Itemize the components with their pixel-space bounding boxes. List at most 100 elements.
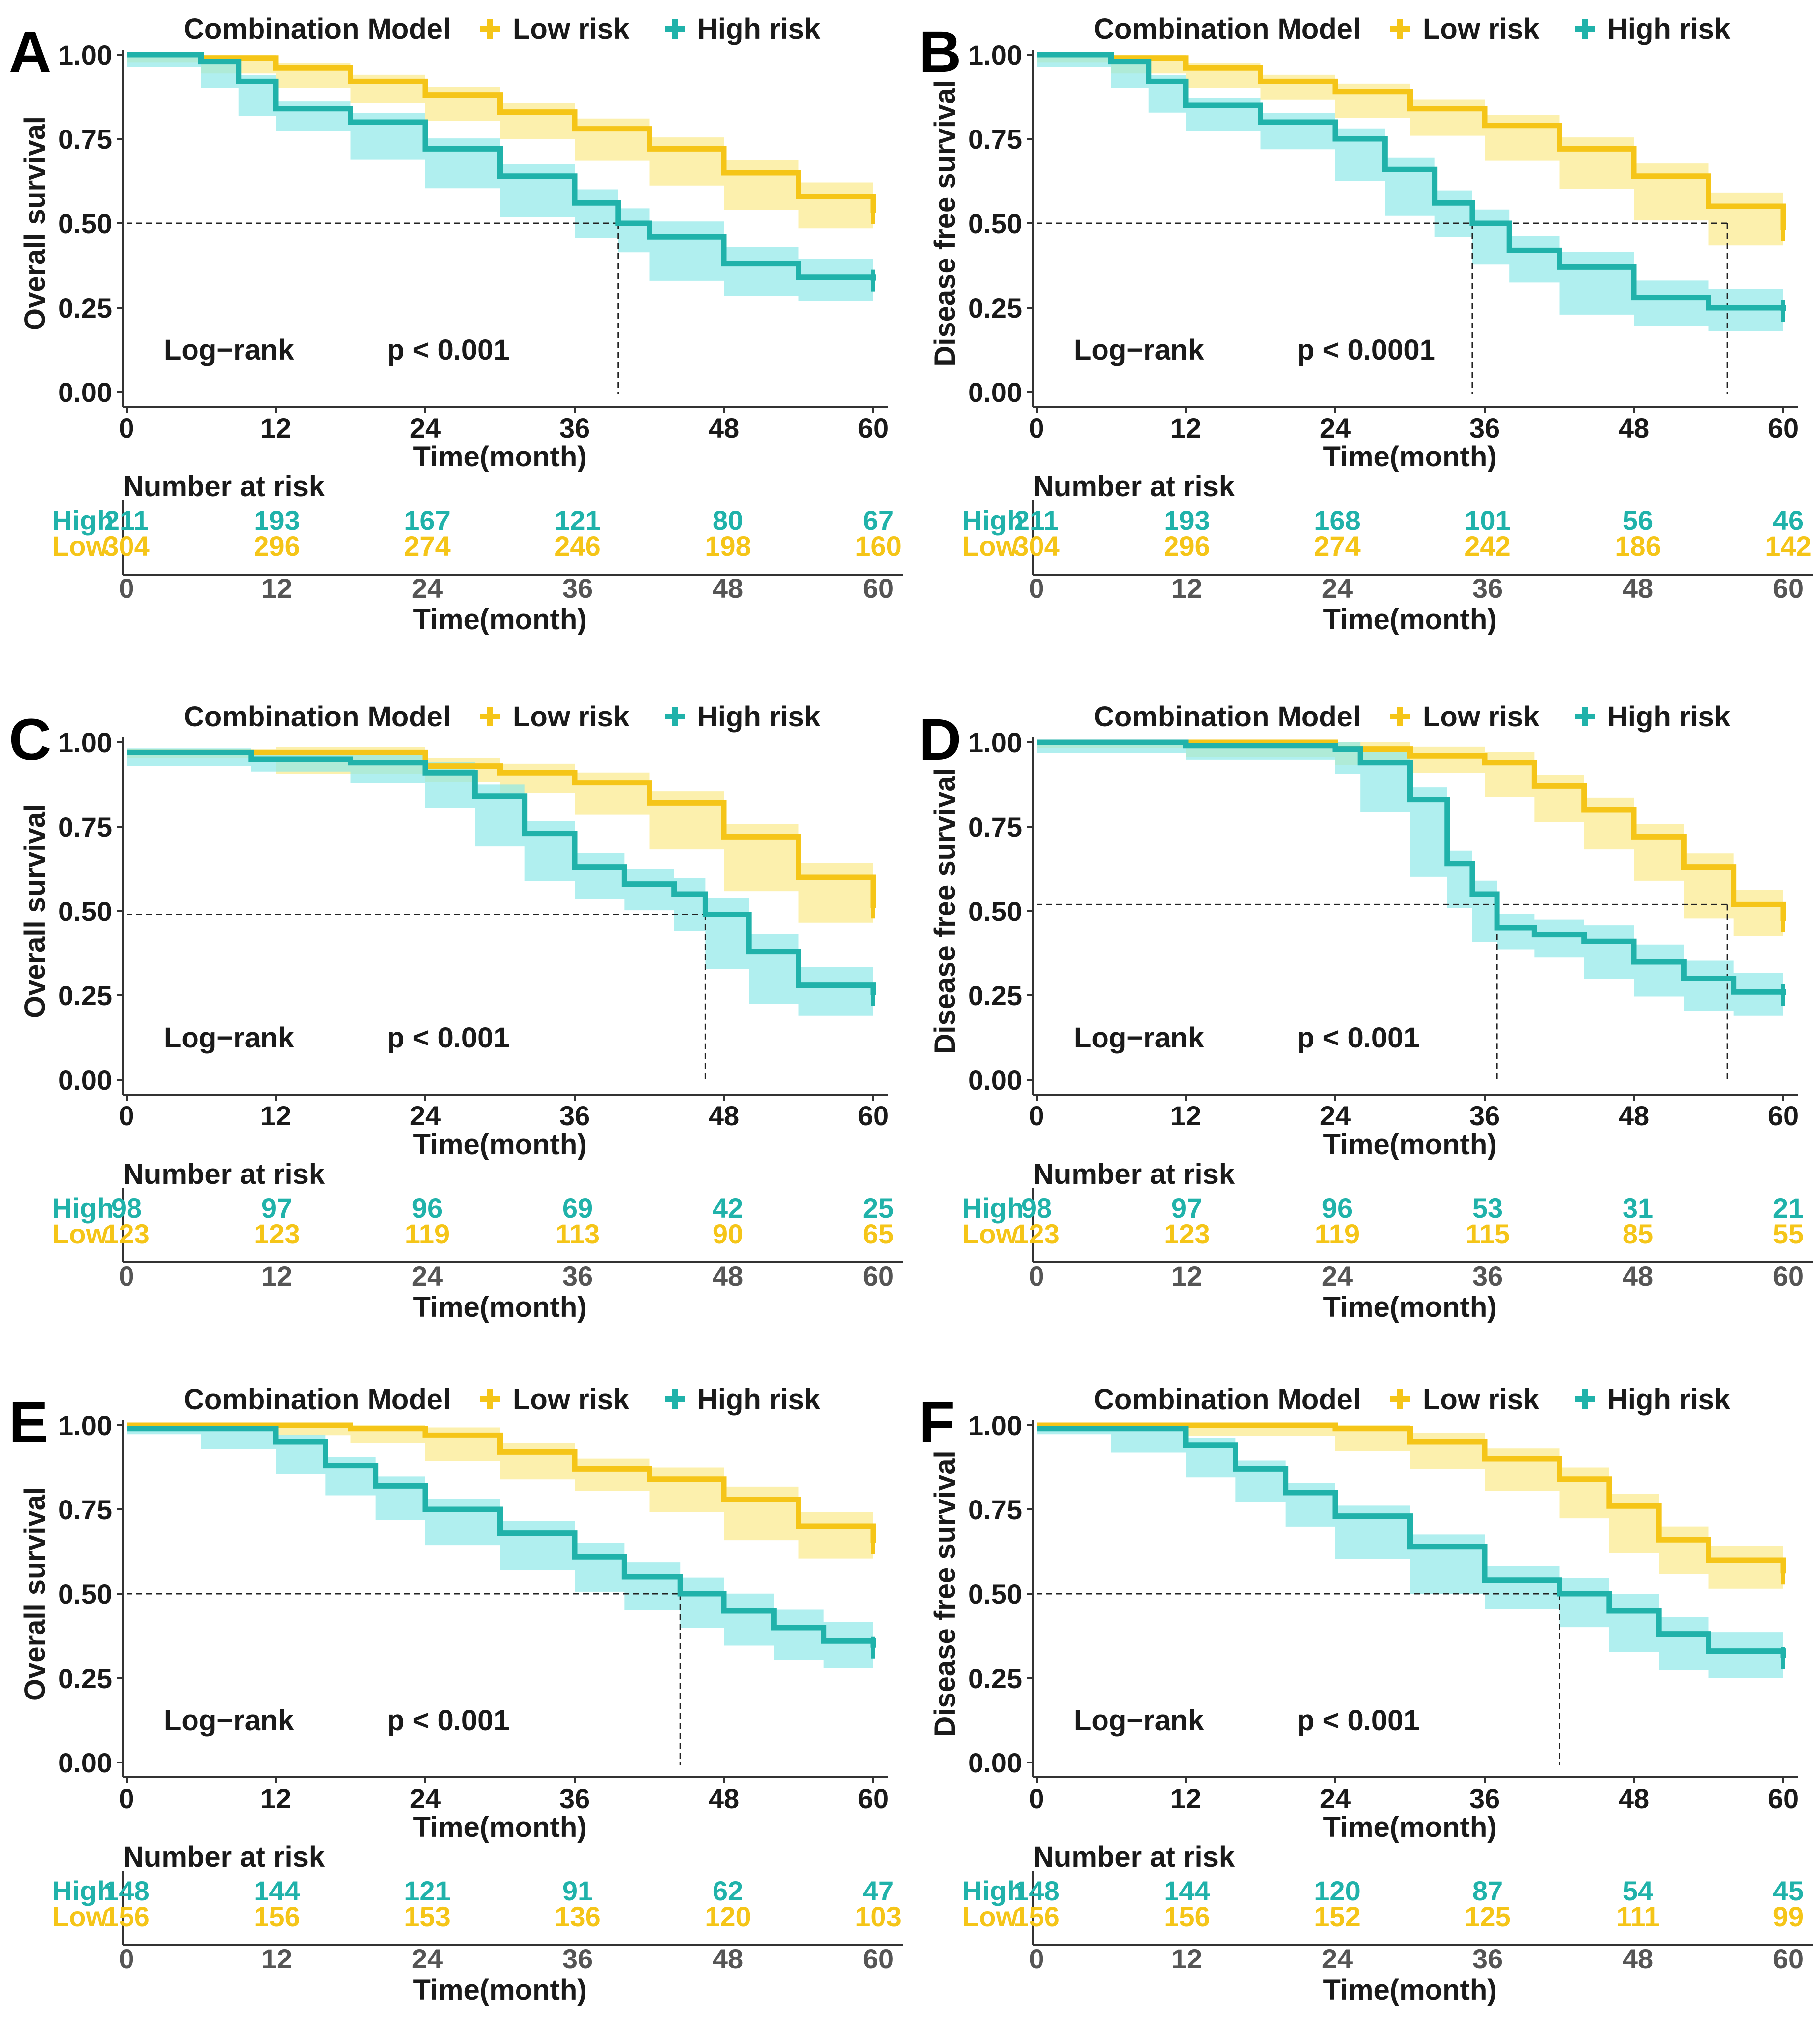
x-tick-label: 24 [1320,412,1351,444]
risk-count-low: 242 [1464,530,1510,562]
risk-count-low: 296 [254,530,300,562]
risk-x-axis-title: Time(month) [1323,1291,1496,1323]
y-tick-label: 0.50 [58,896,112,927]
risk-count-low: 119 [405,1218,450,1249]
risk-table-title: Number at risk [1033,470,1235,503]
x-tick-label: 12 [260,412,291,444]
legend-title: Combination Model [1094,701,1361,733]
risk-count-low: 274 [1314,530,1360,562]
risk-x-tick-label: 0 [1029,1943,1044,1974]
p-value: p < 0.001 [387,1022,510,1054]
risk-x-tick-label: 24 [1322,573,1353,604]
risk-x-tick-label: 12 [261,573,292,604]
risk-count-high: 54 [1623,1875,1653,1906]
y-tick-label: 1.00 [58,1410,112,1441]
low-risk-ci-band [127,55,873,229]
risk-count-high: 144 [1164,1875,1210,1906]
y-tick-label: 1.00 [58,727,112,758]
risk-count-high: 121 [404,1875,450,1906]
x-axis-title: Time(month) [413,441,586,473]
low-risk-curve [127,749,876,908]
y-tick-label: 0.75 [58,811,112,843]
y-axis-title: Disease free survival [929,768,961,1054]
legend-low-marker [1390,707,1410,726]
risk-row-label-high: High [52,1875,114,1906]
risk-count-high: 45 [1773,1875,1804,1906]
risk-count-high: 211 [104,505,149,536]
y-tick-label: 1.00 [968,39,1022,70]
risk-count-low: 296 [1164,530,1210,562]
x-tick-label: 0 [1029,412,1044,444]
risk-x-tick-label: 24 [412,573,443,604]
low-risk-curve [1037,1422,1786,1574]
legend-low-marker [480,19,500,39]
risk-row-label-high: High [962,1875,1024,1906]
risk-count-low: 99 [1773,1901,1804,1932]
risk-x-tick-label: 0 [119,1260,134,1292]
y-axis-title: Disease free survival [929,80,961,366]
legend-high-label: High risk [1607,1383,1731,1416]
risk-count-high: 31 [1623,1192,1653,1224]
x-tick-label: 0 [119,1100,134,1131]
high-risk-curve [1037,1426,1786,1658]
risk-count-low: 90 [713,1218,743,1249]
risk-count-low: 113 [555,1218,600,1249]
high-risk-curve [127,52,876,281]
y-axis-title: Overall survival [19,116,51,330]
risk-count-high: 120 [1314,1875,1360,1906]
risk-row-label-low: Low [52,530,108,562]
logrank-label: Log−rank [1074,1022,1204,1054]
risk-row-label-low: Low [962,530,1018,562]
y-tick-label: 1.00 [58,39,112,70]
y-tick-label: 0.25 [58,980,112,1011]
y-axis-title: Overall survival [19,804,51,1018]
risk-x-tick-label: 60 [863,1260,894,1292]
risk-x-tick-label: 24 [1322,1943,1353,1974]
high-risk-curve [127,1426,876,1648]
risk-count-high: 167 [404,505,450,536]
risk-x-tick-label: 0 [119,573,134,604]
y-tick-label: 0.00 [968,377,1022,408]
risk-x-axis-title: Time(month) [1323,1974,1496,2006]
legend-high-marker [665,19,685,39]
risk-x-tick-label: 36 [562,573,593,604]
y-tick-label: 0.00 [58,1064,112,1096]
y-tick-label: 0.75 [968,1494,1022,1525]
legend-low-label: Low risk [1423,701,1540,733]
high-risk-ci-band [127,1425,873,1668]
risk-x-tick-label: 12 [261,1260,292,1292]
risk-x-tick-label: 48 [1623,573,1653,604]
low-risk-curve [1037,52,1786,230]
logrank-label: Log−rank [164,334,294,366]
risk-x-axis-title: Time(month) [413,1291,586,1323]
risk-table-title: Number at risk [1033,1841,1235,1873]
x-tick-label: 48 [709,1783,739,1814]
risk-count-high: 144 [254,1875,300,1906]
risk-count-high: 62 [713,1875,743,1906]
x-tick-label: 36 [1469,1783,1500,1814]
risk-count-high: 80 [713,505,743,536]
y-tick-label: 0.00 [968,1064,1022,1096]
risk-row-label-low: Low [52,1901,108,1932]
x-tick-label: 24 [410,1783,441,1814]
risk-count-low: 119 [1315,1218,1360,1249]
risk-count-high: 91 [562,1875,593,1906]
x-axis-title: Time(month) [1323,1811,1496,1843]
y-tick-label: 0.50 [968,208,1022,239]
panel-letter: F [919,1390,955,1455]
x-tick-label: 12 [260,1783,291,1814]
y-tick-label: 0.50 [968,1578,1022,1610]
risk-count-high: 25 [863,1192,894,1224]
legend-high-label: High risk [697,13,821,45]
risk-count-low: 160 [855,530,901,562]
risk-row-label-high: High [52,505,114,536]
risk-x-tick-label: 60 [1773,573,1804,604]
risk-count-low: 198 [705,530,751,562]
risk-x-tick-label: 36 [562,1260,593,1292]
risk-x-tick-label: 36 [1472,573,1503,604]
p-value: p < 0.001 [1297,1704,1420,1737]
logrank-label: Log−rank [1074,1704,1204,1737]
legend-high-marker [1575,1389,1595,1409]
risk-x-tick-label: 60 [863,573,894,604]
